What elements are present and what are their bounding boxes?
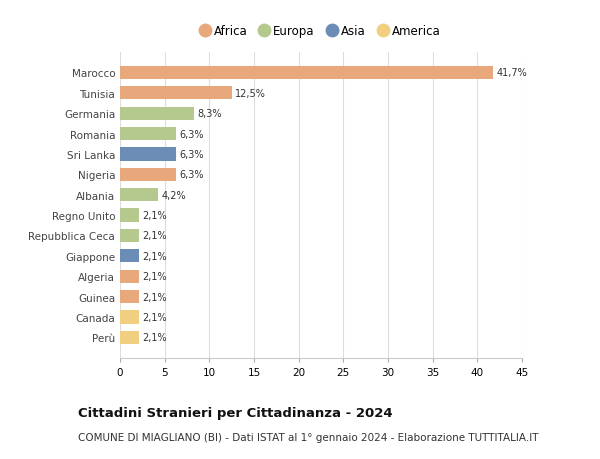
Text: 2,1%: 2,1% bbox=[142, 211, 167, 221]
Bar bbox=[120, 87, 232, 100]
Text: 2,1%: 2,1% bbox=[142, 272, 167, 281]
Text: 2,1%: 2,1% bbox=[142, 292, 167, 302]
Bar bbox=[120, 250, 139, 263]
Text: 2,1%: 2,1% bbox=[142, 251, 167, 261]
Bar bbox=[120, 230, 139, 242]
Text: Cittadini Stranieri per Cittadinanza - 2024: Cittadini Stranieri per Cittadinanza - 2… bbox=[78, 406, 392, 419]
Bar bbox=[120, 128, 176, 141]
Text: 41,7%: 41,7% bbox=[496, 68, 527, 78]
Bar bbox=[120, 311, 139, 324]
Text: 2,1%: 2,1% bbox=[142, 231, 167, 241]
Bar bbox=[120, 290, 139, 303]
Bar bbox=[120, 331, 139, 344]
Legend: Africa, Europa, Asia, America: Africa, Europa, Asia, America bbox=[202, 25, 440, 38]
Text: COMUNE DI MIAGLIANO (BI) - Dati ISTAT al 1° gennaio 2024 - Elaborazione TUTTITAL: COMUNE DI MIAGLIANO (BI) - Dati ISTAT al… bbox=[78, 432, 539, 442]
Text: 6,3%: 6,3% bbox=[180, 129, 205, 139]
Text: 4,2%: 4,2% bbox=[161, 190, 186, 200]
Bar bbox=[120, 107, 194, 121]
Bar bbox=[120, 168, 176, 181]
Bar bbox=[120, 189, 158, 202]
Text: 2,1%: 2,1% bbox=[142, 333, 167, 342]
Bar bbox=[120, 67, 493, 80]
Text: 12,5%: 12,5% bbox=[235, 89, 266, 99]
Bar bbox=[120, 148, 176, 161]
Text: 2,1%: 2,1% bbox=[142, 312, 167, 322]
Bar bbox=[120, 209, 139, 222]
Text: 6,3%: 6,3% bbox=[180, 170, 205, 180]
Text: 8,3%: 8,3% bbox=[198, 109, 222, 119]
Text: 6,3%: 6,3% bbox=[180, 150, 205, 160]
Bar bbox=[120, 270, 139, 283]
